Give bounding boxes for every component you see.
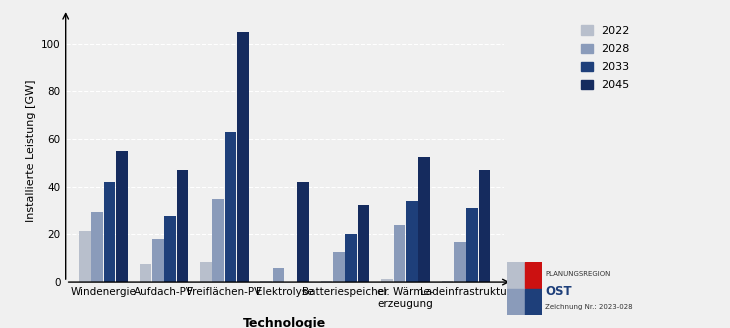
Bar — [525, 289, 542, 315]
Bar — [273, 268, 285, 282]
Bar — [297, 182, 309, 282]
Bar — [152, 239, 164, 282]
Bar — [177, 170, 188, 282]
Bar — [212, 198, 224, 282]
Bar — [381, 278, 393, 282]
Bar — [237, 31, 249, 282]
Legend: 2022, 2028, 2033, 2045: 2022, 2028, 2033, 2045 — [578, 22, 633, 94]
Bar — [525, 262, 542, 289]
Bar — [418, 157, 430, 282]
Bar — [225, 132, 237, 282]
Bar — [393, 225, 405, 282]
Bar — [79, 231, 91, 282]
Bar — [333, 252, 345, 282]
Text: Zeichnung Nr.: 2023-028: Zeichnung Nr.: 2023-028 — [545, 304, 633, 310]
Bar — [507, 289, 525, 315]
Bar — [261, 281, 272, 282]
Bar — [104, 182, 115, 282]
Bar — [358, 205, 369, 282]
Bar — [345, 235, 357, 282]
Bar — [442, 281, 453, 282]
Text: PLANUNGSREGION: PLANUNGSREGION — [545, 271, 611, 277]
Bar — [466, 208, 478, 282]
Bar — [507, 262, 525, 289]
X-axis label: Technologie: Technologie — [243, 317, 326, 328]
Bar — [479, 170, 491, 282]
Bar — [200, 262, 212, 282]
Bar — [116, 151, 128, 282]
Bar — [139, 264, 151, 282]
Bar — [406, 201, 418, 282]
Bar — [454, 241, 466, 282]
Y-axis label: Installierte Leistung [GW]: Installierte Leistung [GW] — [26, 80, 36, 222]
Bar — [91, 212, 103, 282]
Bar — [320, 281, 332, 282]
Text: OST: OST — [545, 285, 572, 298]
Bar — [164, 216, 176, 282]
